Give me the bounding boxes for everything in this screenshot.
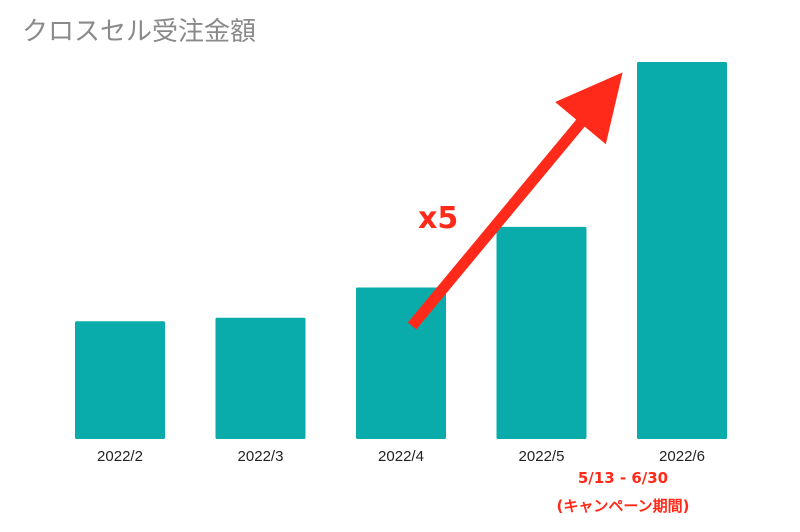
bar-2022-3 — [215, 317, 306, 439]
bar-2022-6 — [637, 62, 727, 439]
x-tick-label: 2022/3 — [238, 448, 284, 465]
x-tick-label: 2022/2 — [97, 448, 143, 465]
bar-2022-4 — [356, 287, 446, 439]
growth-arrow — [407, 72, 623, 330]
growth-multiplier-label: x5 — [418, 201, 458, 236]
chart-title: クロスセル受注金額 — [22, 17, 256, 47]
x-tick-label: 2022/6 — [659, 448, 705, 465]
x-tick-labels: 2022/2 2022/3 2022/4 2022/5 2022/6 — [97, 448, 705, 465]
campaign-period-label: 5/13 - 6/30 — [578, 469, 668, 487]
bar-2022-5 — [496, 226, 587, 439]
campaign-label: (キャンペーン期間) — [557, 497, 690, 515]
bar-2022-2 — [75, 321, 165, 439]
x-tick-label: 2022/4 — [378, 448, 424, 465]
x-tick-label: 2022/5 — [519, 448, 565, 465]
bars-group — [75, 62, 727, 439]
